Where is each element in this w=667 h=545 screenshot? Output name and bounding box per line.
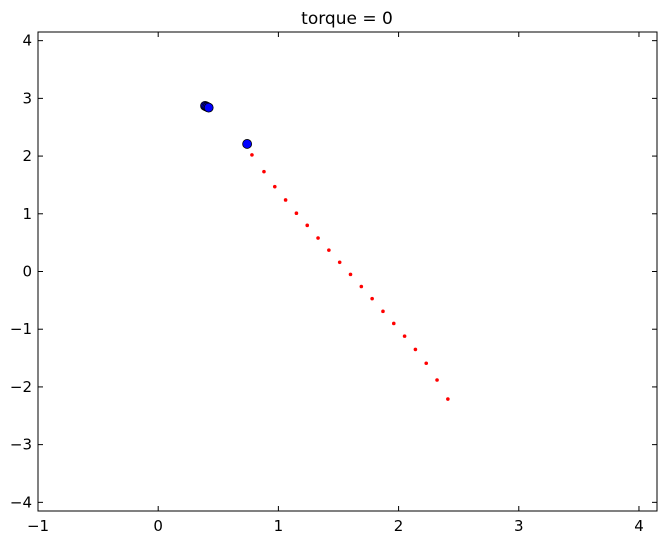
plot-frame	[37, 31, 658, 512]
red-trajectory-point	[435, 378, 439, 382]
y-axis-ticks: −4 −3 −2 −1 0 1 2 3 4	[10, 32, 657, 511]
red-trajectory-point	[348, 272, 353, 277]
red-trajectory-point	[359, 284, 364, 289]
plot-background	[38, 32, 657, 511]
red-trajectory-point	[381, 309, 385, 314]
red-trajectory-point	[446, 397, 450, 401]
red-trajectory-point	[272, 184, 277, 189]
red-trajectory-point	[370, 296, 374, 301]
red-trajectory-point	[424, 361, 429, 366]
y-tick-label: 1	[22, 205, 32, 223]
x-tick-label: 3	[514, 517, 524, 535]
x-axis-ticks: −1 0 1 2 3 4	[27, 32, 644, 535]
x-tick-label: 0	[153, 517, 163, 535]
data-marks	[200, 100, 450, 401]
red-trajectory-point	[337, 260, 342, 265]
y-tick-label: −4	[10, 493, 32, 511]
x-tick-label: 2	[394, 517, 404, 535]
red-trajectory-point	[262, 169, 266, 174]
y-tick-label: 0	[22, 263, 32, 281]
y-tick-label: −2	[10, 378, 32, 396]
red-trajectory-point	[294, 211, 299, 216]
y-tick-label: 2	[22, 147, 32, 165]
x-tick-label: −1	[27, 517, 49, 535]
red-trajectory-point	[305, 223, 310, 228]
y-tick-label: 3	[22, 89, 32, 107]
blue-marker-point	[242, 139, 253, 149]
red-trajectory-point	[283, 198, 288, 202]
chart-title: torque = 0	[301, 9, 393, 29]
red-trajectory-point	[402, 334, 407, 338]
y-tick-label: −3	[10, 436, 32, 454]
y-tick-label: −1	[10, 320, 32, 338]
red-trajectory-point	[391, 321, 396, 326]
x-tick-label: 4	[634, 517, 644, 535]
y-tick-label: 4	[22, 32, 32, 50]
red-trajectory-point	[250, 153, 254, 157]
x-tick-label: 1	[274, 517, 284, 535]
red-trajectory-point	[316, 236, 320, 240]
red-trajectory-point	[327, 248, 331, 252]
red-trajectory-point	[413, 347, 418, 352]
blue-marker-point	[203, 102, 214, 113]
